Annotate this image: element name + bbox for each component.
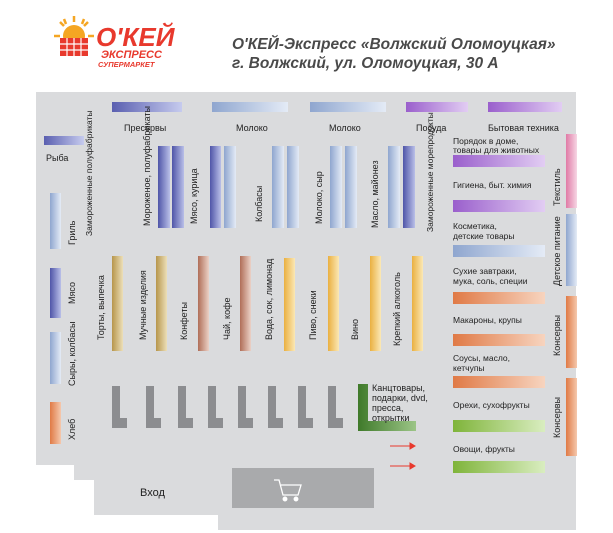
- label-canned-1: Консервы: [552, 315, 562, 356]
- label-frozen-left: Замороженные полуфабрикаты: [84, 110, 94, 236]
- label-r-sauces-line1: Соусы, масло,: [453, 353, 510, 363]
- label-seafood: Замороженные морепродукты: [425, 112, 435, 232]
- label-r-house: Порядок в доме, товары для животных: [453, 136, 540, 155]
- label-textile: Текстиль: [552, 168, 562, 206]
- label-meat-chicken: Мясо, курица: [189, 168, 199, 224]
- label-meat: Мясо: [67, 282, 77, 304]
- top-shelves: [112, 102, 562, 112]
- label-r-cosmetics-line2: детские товары: [453, 231, 515, 241]
- middle-shelves: [112, 256, 423, 351]
- label-baby-food: Детское питание: [552, 216, 562, 286]
- shelf-canned-2: [566, 378, 577, 456]
- label-cakes: Торты, выпечка: [96, 275, 106, 340]
- logo-brand: О'КЕЙ: [96, 22, 176, 52]
- label-r-house-line1: Порядок в доме,: [453, 136, 518, 146]
- label-household-appliances: Бытовая техника: [488, 123, 559, 133]
- label-r-sauces: Соусы, масло, кетчупы: [453, 353, 512, 373]
- label-stationery-line1: Канцтовары,: [372, 383, 425, 393]
- shelf-textile: [566, 134, 577, 208]
- label-wine: Вино: [350, 319, 360, 340]
- label-r-breakfast-line2: мука, соль, специи: [453, 276, 528, 286]
- label-canned-2: Консервы: [552, 397, 562, 438]
- entrance-label: Вход: [140, 487, 165, 499]
- label-r-veg: Овощи, фрукты: [453, 444, 515, 454]
- shelf-baby-food: [566, 214, 577, 286]
- label-frozen-semi: Мороженое, полуфабрикаты: [142, 106, 152, 226]
- label-sausage: Колбасы: [254, 186, 264, 222]
- label-r-cosmetics: Косметика, детские товары: [453, 221, 515, 241]
- label-beer: Пиво, снеки: [308, 290, 318, 340]
- okey-logo: О'КЕЙ ЭКСПРЕСС СУПЕРМАРКЕТ: [54, 16, 176, 69]
- logo-sub1: ЭКСПРЕСС: [101, 49, 163, 61]
- label-water: Вода, сок, лимонад: [264, 258, 274, 340]
- label-r-sauces-line2: кетчупы: [453, 363, 485, 373]
- label-candy: Конфеты: [179, 302, 189, 340]
- label-cheese: Сыры, колбасы: [67, 322, 77, 386]
- label-r-breakfast: Сухие завтраки, мука, соль, специи: [453, 266, 528, 286]
- label-stationery-line4: открытки: [372, 413, 409, 423]
- logo-sub2: СУПЕРМАРКЕТ: [98, 60, 156, 69]
- label-r-cosmetics-line1: Косметика,: [453, 221, 497, 231]
- label-strong: Крепкий алкоголь: [392, 272, 402, 346]
- store-floor: [36, 92, 576, 530]
- label-fish: Рыба: [46, 153, 68, 163]
- shelf-stationery: [358, 384, 416, 431]
- label-flour: Мучные изделия: [138, 270, 148, 340]
- shelf-meat: [50, 268, 61, 318]
- label-preserves: Пресервы: [124, 123, 166, 133]
- shelf-grill: [50, 193, 61, 249]
- label-stationery-line2: подарки, dvd,: [372, 393, 428, 403]
- label-milk-1: Молоко: [236, 123, 268, 133]
- label-butter: Масло, майонез: [370, 160, 380, 228]
- label-r-hygiene: Гигиена, быт. химия: [453, 180, 532, 190]
- arrow-right-icon: [390, 442, 416, 470]
- label-r-nuts: Орехи, сухофрукты: [453, 400, 530, 410]
- label-milk-cheese: Молоко, сыр: [314, 171, 324, 224]
- label-milk-2: Молоко: [329, 123, 361, 133]
- shopping-cart-icon: [274, 479, 302, 502]
- sun-icon: [54, 16, 94, 56]
- shelf-canned-1: [566, 296, 577, 368]
- label-dishes: Посуда: [416, 123, 446, 133]
- label-grill: Гриль: [67, 220, 77, 245]
- store-address: г. Волжский, ул. Оломоуцкая, 30 А: [232, 55, 499, 72]
- label-stationery: Канцтовары, подарки, dvd, пресса, открыт…: [372, 383, 430, 423]
- label-stationery-line3: пресса,: [372, 403, 403, 413]
- label-r-house-line2: товары для животных: [453, 145, 540, 155]
- checkout-zone: [232, 468, 374, 508]
- store-title: О'КЕЙ-Экспресс «Волжский Оломоуцкая»: [232, 35, 556, 53]
- shelf-cheese: [50, 332, 61, 384]
- label-tea: Чай, кофе: [222, 298, 232, 341]
- fridge-shelves: [158, 146, 415, 228]
- label-r-breakfast-line1: Сухие завтраки,: [453, 266, 517, 276]
- shelf-fish: [44, 136, 84, 145]
- checkout-counters: [112, 386, 343, 428]
- label-r-pasta: Макароны, крупы: [453, 315, 522, 325]
- right-shelves: [453, 155, 545, 473]
- shelf-bread: [50, 402, 61, 444]
- label-bread: Хлеб: [67, 419, 77, 440]
